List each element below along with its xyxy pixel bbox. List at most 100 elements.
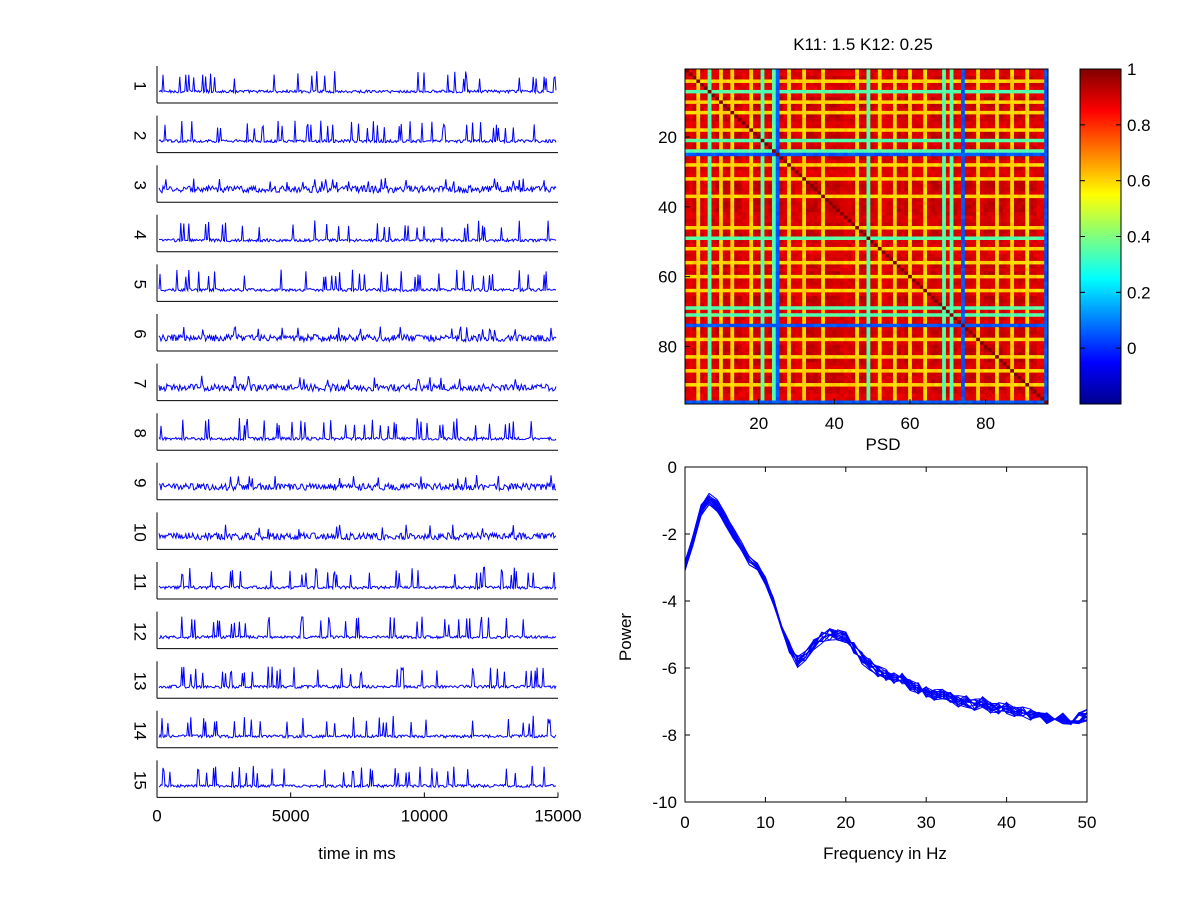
- heatmap-cell: [866, 205, 871, 210]
- heatmap-cell: [945, 82, 951, 87]
- heatmap-cell: [991, 194, 996, 199]
- heatmap-cell: [692, 145, 697, 150]
- heatmap-cell: [685, 128, 690, 133]
- heatmap-cell: [953, 226, 958, 231]
- heatmap-cell: [688, 205, 694, 210]
- heatmap-cell: [809, 110, 815, 115]
- heatmap-cell: [722, 246, 728, 251]
- heatmap-cell: [855, 215, 860, 220]
- heatmap-cell: [881, 173, 886, 178]
- heatmap-cell: [813, 180, 818, 185]
- heatmap-cell: [707, 205, 712, 210]
- heatmap-cell: [847, 117, 852, 122]
- heatmap-cell: [964, 79, 970, 84]
- heatmap-cell: [968, 163, 973, 168]
- heatmap-cell: [828, 163, 833, 168]
- heatmap-cell: [957, 142, 962, 147]
- trace-line: [158, 178, 557, 195]
- heatmap-cell: [840, 124, 845, 129]
- heatmap-cell: [794, 208, 799, 213]
- heatmap-cell: [832, 86, 837, 91]
- heatmap-cell: [700, 114, 705, 119]
- heatmap-cell: [900, 229, 905, 234]
- x-tick-label: 0: [152, 806, 161, 825]
- heatmap-cell: [745, 191, 750, 196]
- heatmap-cell: [961, 156, 966, 161]
- heatmap-cell: [892, 191, 898, 196]
- heatmap-cell: [957, 166, 962, 171]
- heatmap-cell: [938, 177, 943, 182]
- heatmap-cell: [836, 215, 841, 220]
- heatmap-cell: [1025, 142, 1030, 147]
- heatmap-cell: [892, 69, 898, 73]
- heatmap-cell: [961, 103, 966, 108]
- heatmap-cell: [866, 173, 871, 178]
- heatmap-cell: [711, 187, 716, 192]
- heatmap-cell: [892, 149, 898, 154]
- heatmap-cell: [904, 75, 909, 80]
- heatmap-cell: [821, 79, 826, 84]
- heatmap-cell: [874, 194, 879, 199]
- heatmap-cell: [813, 103, 818, 108]
- heatmap-cell: [688, 121, 694, 126]
- heatmap-cell: [949, 89, 954, 94]
- heatmap-cell: [749, 184, 754, 189]
- heatmap-cell: [1010, 215, 1015, 220]
- heatmap-cell: [715, 208, 720, 213]
- heatmap-cell: [749, 100, 754, 105]
- heatmap-cell: [942, 243, 947, 248]
- heatmap-cell: [896, 170, 902, 175]
- heatmap-cell: [961, 72, 966, 77]
- heatmap-cell: [688, 177, 694, 182]
- heatmap-cell: [794, 222, 799, 227]
- heatmap-cell: [904, 184, 909, 189]
- heatmap-cell: [703, 100, 709, 105]
- heatmap-cell: [775, 194, 781, 199]
- heatmap-cell: [790, 121, 796, 126]
- heatmap-cell: [919, 226, 924, 231]
- heatmap-cell: [832, 135, 837, 140]
- heatmap-cell: [858, 128, 864, 133]
- heatmap-cell: [840, 72, 845, 77]
- heatmap-cell: [809, 117, 815, 122]
- heatmap-cell: [700, 229, 705, 234]
- heatmap-cell: [896, 239, 902, 244]
- heatmap-cell: [945, 128, 951, 133]
- heatmap-cell: [737, 145, 743, 150]
- heatmap-cell: [983, 198, 988, 203]
- heatmap-cell: [836, 219, 841, 224]
- heatmap-cell: [730, 180, 735, 185]
- heatmap-cell: [1006, 166, 1011, 171]
- heatmap-cell: [904, 121, 909, 126]
- heatmap-cell: [787, 222, 792, 227]
- heatmap-cell: [919, 194, 924, 199]
- heatmap-cell: [968, 145, 973, 150]
- heatmap-cell: [942, 100, 947, 105]
- heatmap-cell: [768, 135, 773, 140]
- heatmap-cell: [874, 128, 879, 133]
- heatmap-cell: [703, 128, 709, 133]
- heatmap-cell: [968, 110, 973, 115]
- heatmap-cell: [851, 205, 856, 210]
- heatmap-cell: [949, 110, 954, 115]
- heatmap-cell: [700, 198, 705, 203]
- heatmap-cell: [889, 191, 894, 196]
- heatmap-cell: [855, 198, 860, 203]
- heatmap-cell: [911, 96, 917, 101]
- heatmap-cell: [707, 131, 712, 136]
- heatmap-cell: [802, 187, 807, 192]
- heatmap-cell: [874, 198, 879, 203]
- heatmap-cell: [798, 166, 803, 171]
- heatmap-cell: [874, 233, 879, 237]
- heatmap-cell: [696, 117, 701, 122]
- heatmap-cell: [726, 177, 731, 182]
- heatmap-cell: [719, 191, 724, 196]
- heatmap-cell: [749, 117, 754, 122]
- heatmap-cell: [862, 184, 867, 189]
- heatmap-cell: [945, 222, 951, 227]
- heatmap-cell: [968, 239, 973, 244]
- heatmap-cell: [685, 107, 690, 112]
- heatmap-cell: [889, 243, 894, 248]
- heatmap-cell: [866, 121, 871, 126]
- heatmap-cell: [749, 103, 754, 108]
